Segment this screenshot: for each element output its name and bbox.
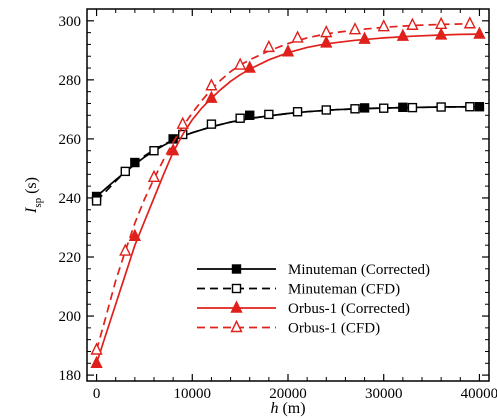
data-point: [321, 105, 331, 115]
data-point: [435, 27, 448, 40]
data-point: [465, 102, 475, 112]
data-point: [377, 19, 390, 32]
x-axis-title: h (m): [270, 400, 305, 417]
legend-marker: [231, 264, 242, 274]
y-tick-label: 220: [59, 250, 82, 266]
x-tick-label: 10000: [174, 386, 212, 402]
x-tick-label: 20000: [269, 386, 307, 402]
legend-label: Minuteman (CFD): [288, 282, 400, 298]
data-point: [90, 355, 103, 368]
data-point: [90, 342, 103, 355]
x-axis-var: h: [270, 400, 278, 417]
axes: 0 10000 20000 30000 40000 180 200 220 240 260 280 3…: [59, 8, 497, 402]
y-tick-label: 300: [59, 14, 82, 30]
series-1: [91, 102, 480, 206]
y-tick-label: 280: [59, 73, 82, 89]
x-axis-unit: (m): [278, 400, 305, 417]
legend-entry-3: Orbus-1 (CFD): [197, 319, 380, 337]
legend: Minuteman (Corrected) Minuteman (CFD) Orbu…: [197, 262, 430, 337]
data-point: [358, 31, 371, 44]
series-2: [90, 26, 486, 368]
data-point: [473, 26, 486, 39]
data-point: [234, 57, 247, 70]
legend-marker: [230, 319, 243, 333]
data-point: [350, 104, 360, 114]
legend-label: Orbus-1 (Corrected): [288, 301, 410, 317]
data-point: [379, 103, 389, 113]
data-point: [436, 102, 446, 112]
data-point: [205, 90, 218, 103]
legend-marker: [230, 300, 243, 313]
series-line: [95, 22, 470, 351]
data-point: [463, 16, 476, 29]
data-point: [264, 109, 274, 120]
data-point: [320, 25, 333, 38]
data-point: [91, 196, 102, 206]
y-tick-label: 260: [59, 132, 82, 148]
data-point: [120, 166, 130, 177]
data-point: [119, 243, 132, 256]
data-point: [262, 39, 275, 53]
data-point: [243, 60, 256, 73]
data-point: [281, 44, 295, 57]
data-point: [149, 146, 159, 156]
x-tick-label: 0: [93, 386, 101, 402]
data-point: [348, 22, 362, 35]
legend-entry-2: Orbus-1 (Corrected): [197, 300, 410, 317]
legend-label: Minuteman (Corrected): [288, 262, 430, 278]
y-axis-var: I: [23, 207, 40, 214]
y-tick-label: 240: [59, 191, 82, 207]
data-point: [235, 113, 245, 123]
data-point: [291, 30, 304, 43]
y-axis-unit: (s): [23, 177, 40, 198]
legend-marker: [231, 283, 242, 294]
data-point: [406, 17, 419, 30]
data-point: [407, 102, 418, 113]
series-layer: [90, 16, 486, 368]
y-axis-subscript: sp: [32, 197, 44, 207]
data-point: [292, 107, 303, 117]
x-tick-label: 30000: [365, 386, 403, 402]
data-point: [176, 116, 189, 129]
series-3: [90, 16, 476, 355]
data-point: [206, 119, 217, 129]
legend-entry-1: Minuteman (CFD): [197, 282, 400, 298]
legend-entry-0: Minuteman (Corrected): [197, 262, 430, 278]
data-point: [435, 16, 448, 30]
y-tick-label: 200: [59, 309, 82, 325]
x-tick-label: 40000: [461, 386, 497, 402]
data-point: [245, 110, 255, 120]
data-point: [167, 143, 180, 156]
data-point: [320, 35, 333, 48]
data-point: [147, 169, 161, 182]
y-axis-title: Isp (s): [23, 177, 44, 214]
data-point: [396, 28, 409, 41]
y-tick-label: 180: [59, 368, 82, 384]
legend-label: Orbus-1 (CFD): [288, 321, 380, 337]
series-line: [95, 105, 480, 202]
axis-titles: h (m) Isp (s): [23, 177, 306, 417]
data-point: [128, 228, 141, 242]
data-point: [205, 78, 218, 91]
